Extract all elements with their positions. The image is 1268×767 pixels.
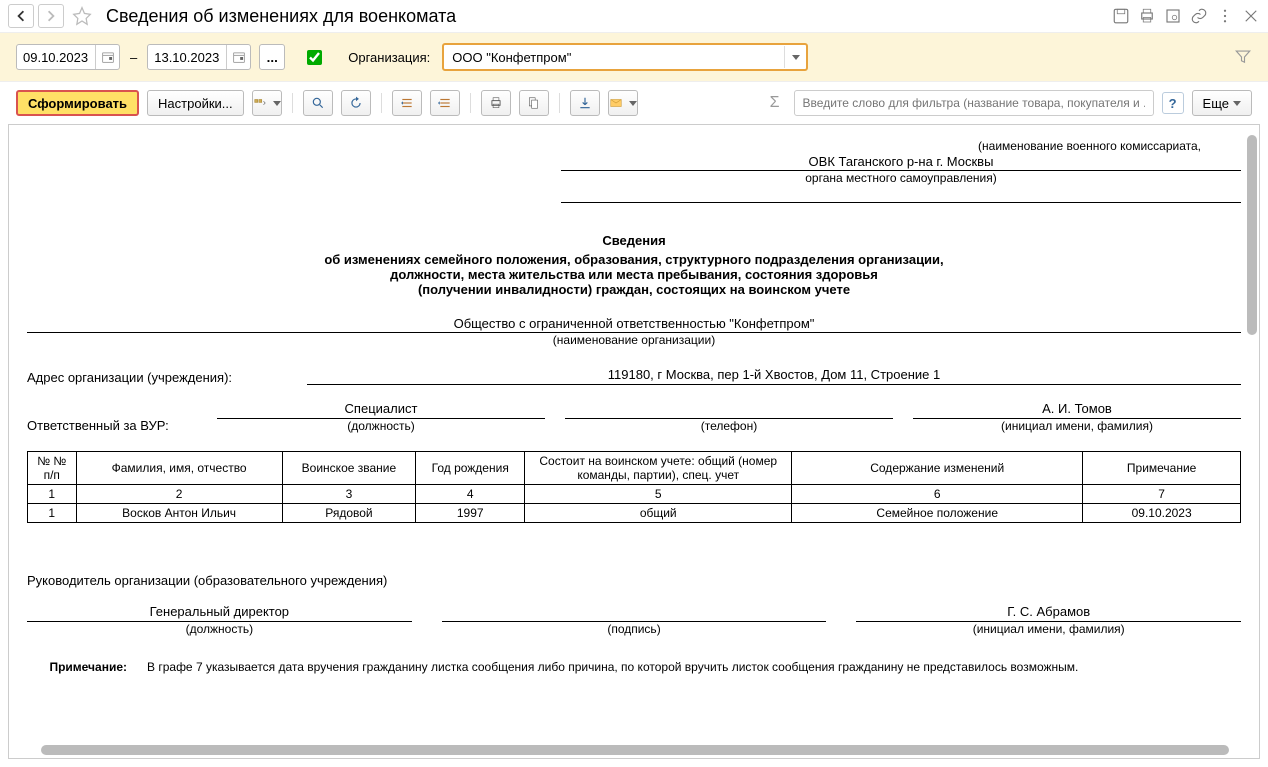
addr-value: 119180, г Москва, пер 1-й Хвостов, Дом 1… [307,367,1241,385]
save-icon[interactable] [1112,7,1130,25]
filter-bar: – ... Организация: [0,32,1268,82]
email-button[interactable] [608,90,638,116]
org-caption: (наименование организации) [27,333,1241,347]
table-row: 1 Восков Антон Ильич Рядовой 1997 общий … [28,504,1241,523]
pages-button[interactable] [519,90,549,116]
hdr-line-1: ОВК Таганского р-на г. Москвы [561,153,1241,171]
org-label: Организация: [348,50,430,65]
note-label: Примечание: [27,660,127,674]
sig-name: Г. С. Абрамов [856,604,1241,622]
resp-position-cap: (должность) [217,419,545,433]
sig-position-cap: (должность) [27,622,412,636]
org-dropdown-button[interactable] [784,46,806,68]
back-button[interactable] [8,4,34,28]
hdr-caption-2: органа местного самоуправления) [561,171,1241,185]
expand-button[interactable] [392,90,422,116]
report-sub-2: должности, места жительства или места пр… [27,267,1241,282]
collapse-button[interactable] [430,90,460,116]
table-header-row: № № п/п Фамилия, имя, отчество Воинское … [28,452,1241,485]
date-to-input[interactable] [148,47,226,68]
help-button[interactable]: ? [1162,92,1184,114]
table-numrow: 1 2 3 4 5 6 7 [28,485,1241,504]
find-button[interactable] [303,90,333,116]
refresh-button[interactable] [341,90,371,116]
resp-name-cap: (инициал имени, фамилия) [913,419,1241,433]
favorite-icon[interactable] [72,6,92,26]
preview-icon[interactable] [1164,7,1182,25]
page-title: Сведения об изменениях для военкомата [106,6,1108,27]
print-button[interactable] [481,90,511,116]
org-input-wrap [442,43,808,71]
more-button[interactable]: Еще [1192,90,1252,116]
date-from-group [16,44,120,70]
org-filter-checkbox[interactable] [307,50,322,65]
hdr-caption-1: (наименование военного комиссариата, [561,139,1241,153]
kebab-icon[interactable] [1216,7,1234,25]
generate-button[interactable]: Сформировать [16,90,139,116]
resp-label: Ответственный за ВУР: [27,418,197,433]
resp-name: А. И. Томов [913,401,1241,419]
date-to-group [147,44,251,70]
link-icon[interactable] [1190,7,1208,25]
close-icon[interactable] [1242,7,1260,25]
resp-phone [565,401,893,419]
addr-label: Адрес организации (учреждения): [27,370,267,385]
funnel-icon[interactable] [1234,48,1252,66]
sig-sign-cap: (подпись) [442,622,827,636]
org-name: Общество с ограниченной ответственностью… [27,315,1241,333]
scrollbar-vertical[interactable] [1247,135,1257,335]
date-from-input[interactable] [17,47,95,68]
sigma-icon[interactable]: Σ [764,94,786,112]
sig-sign [442,604,827,622]
report-title: Сведения [27,233,1241,248]
print-icon[interactable] [1138,7,1156,25]
toolbar: Сформировать Настройки... Σ ? Еще [0,82,1268,124]
data-table: № № п/п Фамилия, имя, отчество Воинское … [27,451,1241,523]
report-area: (наименование военного комиссариата, ОВК… [8,124,1260,759]
period-select-button[interactable]: ... [259,44,285,70]
sig-name-cap: (инициал имени, фамилия) [856,622,1241,636]
forward-button[interactable] [38,4,64,28]
report-sub-3: (получении инвалидности) граждан, состоя… [27,282,1241,297]
calendar-icon[interactable] [226,45,250,69]
report-content: (наименование военного комиссариата, ОВК… [9,125,1259,758]
sig-position: Генеральный директор [27,604,412,622]
report-sub-1: об изменениях семейного положения, образ… [27,252,1241,267]
search-input[interactable] [794,90,1154,116]
save-button[interactable] [570,90,600,116]
signature-title: Руководитель организации (образовательно… [27,573,1241,588]
resp-phone-cap: (телефон) [565,419,893,433]
titlebar: Сведения об изменениях для военкомата [0,0,1268,32]
calendar-icon[interactable] [95,45,119,69]
variants-button[interactable] [252,90,282,116]
settings-button[interactable]: Настройки... [147,90,244,116]
note-text: В графе 7 указывается дата вручения граж… [147,660,1241,674]
date-dash: – [130,50,137,65]
resp-position: Специалист [217,401,545,419]
scrollbar-horizontal[interactable] [41,745,1229,755]
org-input[interactable] [444,47,784,68]
